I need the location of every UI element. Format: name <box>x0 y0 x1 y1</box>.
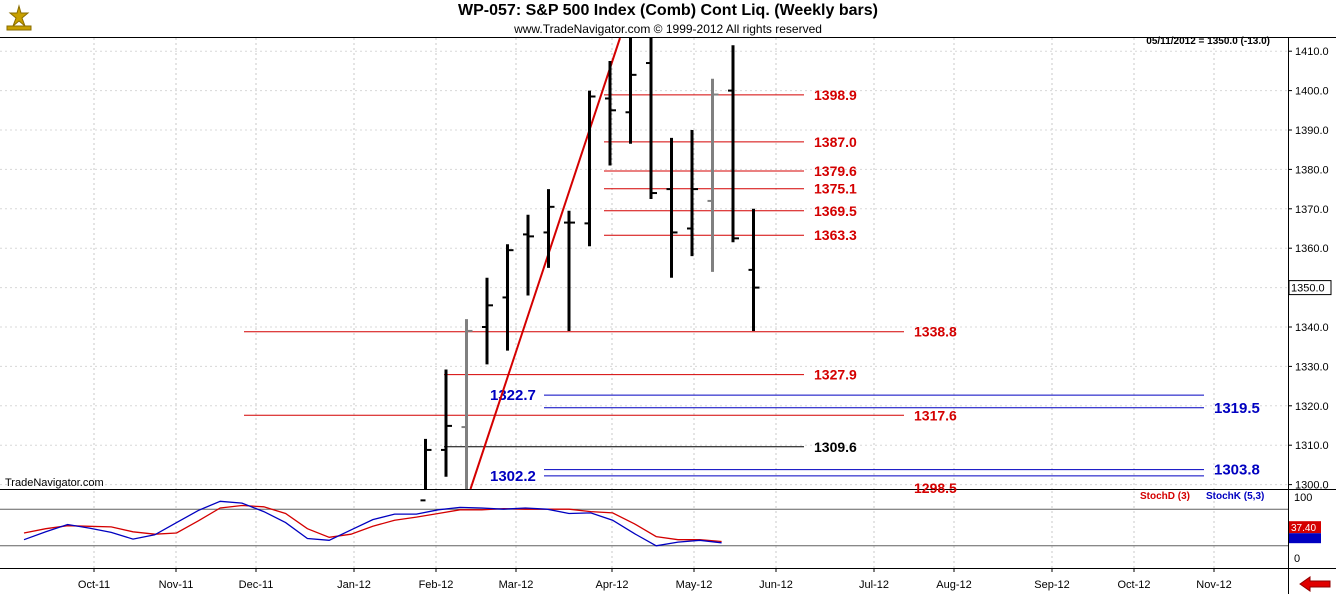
legend-stochd: StochD (3) <box>1140 491 1190 502</box>
x-tick-label: May-12 <box>676 579 713 591</box>
x-tick-label: Jul-12 <box>859 579 889 591</box>
stoch-tick-label: 100 <box>1294 492 1312 504</box>
last-price-box <box>1288 280 1332 296</box>
y-tick-label: 1400.0 <box>1295 86 1329 98</box>
x-tick-label: Aug-12 <box>936 579 971 591</box>
level-label: 1322.7 <box>490 387 536 404</box>
stoch-series-line <box>23 504 722 543</box>
chart-title: WP-057: S&P 500 Index (Comb) Cont Liq. (… <box>458 2 878 19</box>
brand-label: TradeNavigator.com <box>5 477 104 489</box>
x-tick-label: Nov-11 <box>159 579 194 591</box>
price-panel <box>0 38 1288 489</box>
x-tick-label: Mar-12 <box>499 579 534 591</box>
level-label: 1302.2 <box>490 468 536 485</box>
x-tick-label: Oct-11 <box>78 579 110 591</box>
last-price-label: 1350.0 <box>1291 283 1325 295</box>
level-label: 1375.1 <box>814 181 857 197</box>
y-tick-label: 1410.0 <box>1295 46 1329 58</box>
chart-subtitle: www.TradeNavigator.com © 1999-2012 All r… <box>514 22 822 36</box>
legend-stochk: StochK (5,3) <box>1206 491 1265 502</box>
y-tick-label: 1310.0 <box>1295 440 1329 452</box>
level-label: 1309.6 <box>814 439 857 455</box>
y-tick-label: 1390.0 <box>1295 125 1329 137</box>
y-tick-label: 1340.0 <box>1295 322 1329 334</box>
level-label: 1303.8 <box>1214 462 1260 479</box>
x-tick-label: Apr-12 <box>595 579 628 591</box>
y-tick-label: 1380.0 <box>1295 164 1329 176</box>
stoch-series-line <box>23 500 722 547</box>
y-tick-label: 1330.0 <box>1295 361 1329 373</box>
trend-line <box>469 37 621 490</box>
y-tick-label: 1320.0 <box>1295 401 1329 413</box>
x-tick-label: Jan-12 <box>337 579 371 591</box>
level-label: 1379.6 <box>814 163 857 179</box>
level-label: 1327.9 <box>814 367 857 383</box>
stoch-last-value: 37.40 <box>1291 523 1316 534</box>
x-tick-label: Jun-12 <box>759 579 793 591</box>
level-label: 1317.6 <box>914 407 957 423</box>
x-tick-label: Oct-12 <box>1117 579 1150 591</box>
level-label: 1369.5 <box>814 203 857 219</box>
x-tick-label: Dec-11 <box>239 579 274 591</box>
level-label: 1319.5 <box>1214 400 1260 417</box>
scroll-left-arrow-icon[interactable] <box>1298 576 1332 592</box>
x-tick-label: Nov-12 <box>1196 579 1231 591</box>
level-label: 1398.9 <box>814 87 857 103</box>
app-logo <box>4 4 34 32</box>
level-label: 1387.0 <box>814 134 857 150</box>
stoch-tick-label: 0 <box>1294 553 1300 565</box>
level-label: 1298.5 <box>914 480 957 496</box>
last-bar-info: 05/11/2012 = 1350.0 (-13.0) <box>1146 36 1270 47</box>
level-label: 1363.3 <box>814 227 857 243</box>
level-label: 1338.8 <box>914 324 957 340</box>
stoch-last-box-red <box>1289 521 1321 534</box>
y-tick-label: 1300.0 <box>1295 480 1329 492</box>
y-tick-label: 1370.0 <box>1295 204 1329 216</box>
x-tick-label: Feb-12 <box>419 579 454 591</box>
stoch-last-box-blue <box>1289 533 1321 544</box>
y-tick-label: 1360.0 <box>1295 243 1329 255</box>
x-tick-label: Sep-12 <box>1034 579 1069 591</box>
